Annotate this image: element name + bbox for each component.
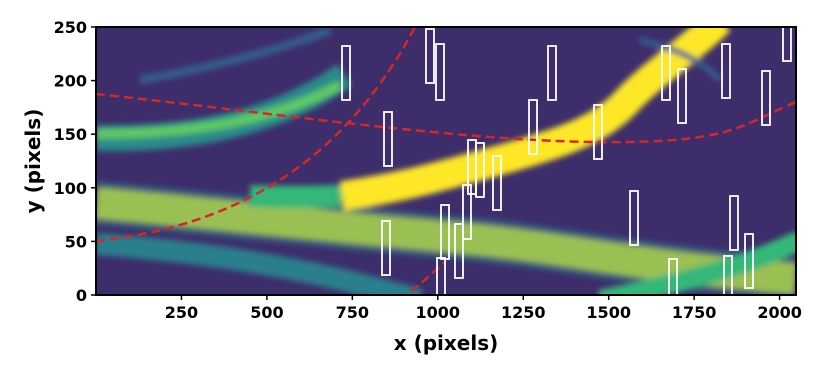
plot-frame: [95, 26, 797, 296]
y-tick-label: 150: [54, 125, 87, 144]
trace-curves: [96, 27, 796, 295]
y-tick-label: 250: [54, 18, 87, 37]
x-axis-label: x (pixels): [394, 331, 499, 355]
detector-image: [96, 27, 796, 295]
x-tick-label: 750: [336, 303, 369, 322]
y-tick-label: 0: [76, 286, 87, 305]
x-tick-label: 2000: [757, 303, 802, 322]
y-axis-label: y (pixels): [21, 109, 45, 214]
x-tick-label: 1750: [672, 303, 717, 322]
x-tick-label: 1250: [501, 303, 546, 322]
y-tick-label: 100: [54, 179, 87, 198]
x-tick-label: 1500: [586, 303, 631, 322]
x-tick-label: 250: [165, 303, 198, 322]
extraction-boxes: [341, 27, 792, 295]
x-tick-label: 500: [250, 303, 283, 322]
y-tick-label: 50: [65, 232, 87, 251]
x-tick-label: 1000: [416, 303, 461, 322]
y-tick-label: 200: [54, 72, 87, 91]
